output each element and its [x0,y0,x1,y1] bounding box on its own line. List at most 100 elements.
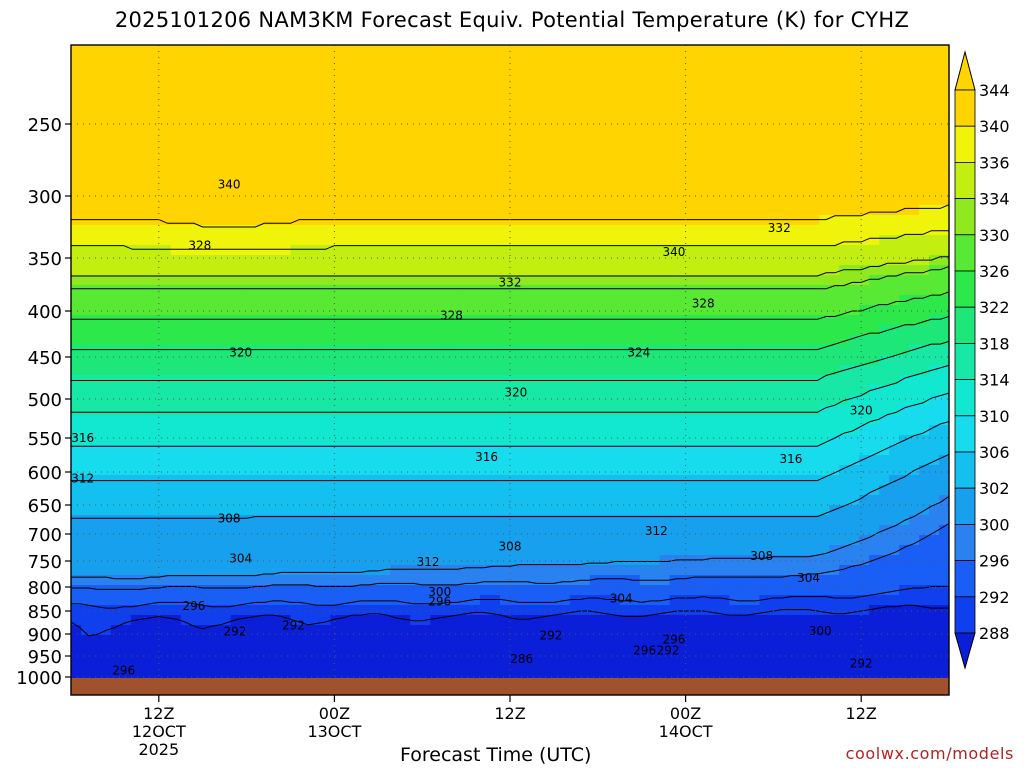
contour-label-text: 316 [475,450,498,464]
contour-label: 304 [797,571,820,585]
contour-label-text: 320 [504,385,527,399]
contour-label: 308 [750,549,773,563]
contour-label: 292 [223,625,246,639]
contour-label: 296 [662,633,685,647]
contour-label: 324 [627,345,650,359]
contour-label-text: 300 [809,624,832,638]
colorbar-label: 318 [979,334,1010,353]
colorbar-label: 336 [979,153,1010,172]
colorbar-swatch [954,198,976,236]
contour-label-text: 296 [662,633,685,647]
grid-lines [71,45,949,695]
y-tick-label: 1000 [16,668,62,689]
contour-lines [71,204,949,637]
contour-label: 292 [282,619,305,633]
x-tick-label: 12Z [143,704,174,723]
colorbar-top-arrow [954,50,976,91]
colorbar-label: 314 [979,371,1010,390]
contour-label-text: 328 [440,309,463,323]
colorbar-label: 330 [979,226,1010,245]
colorbar-swatch [954,415,976,453]
x-tick-date: 13OCT [307,722,361,741]
contour-label-text: 292 [540,628,563,642]
colorbar-swatch [954,161,976,199]
colorbar-swatch [954,342,976,380]
contour-label-text: 308 [499,539,522,553]
contour-line [71,256,949,277]
contour-label: 292 [850,657,873,671]
contour-label: 296 [182,599,205,613]
contour-label-text: 286 [510,652,533,666]
colorbar-label: 288 [979,624,1010,643]
y-tick-label: 750 [28,552,62,573]
contour-label-text: 300 [428,585,451,599]
y-axis: 2503003504004505005506006507007508008509… [16,115,71,689]
colorbar-label: 340 [979,117,1010,136]
contour-label: 320 [850,404,873,418]
chart-title: 2025101206 NAM3KM Forecast Equiv. Potent… [114,8,910,32]
colorbar-label: 334 [979,190,1010,209]
contour-label-text: 304 [229,551,252,565]
contour-label-text: 304 [610,592,633,606]
colorbar-swatch [954,451,976,489]
contour-label-text: 304 [797,571,820,585]
colorbar-swatch [954,596,976,634]
contour-line [71,340,949,381]
contour-label-text: 328 [188,239,211,253]
contour-label-text: 332 [499,275,522,289]
contour-label: 296 [112,664,135,678]
y-tick-label: 350 [28,249,62,270]
contour-label-text: 312 [417,555,440,569]
contour-label: 316 [780,452,803,466]
contour-label-text: 332 [768,221,791,235]
contour-label: 292 [657,643,680,657]
contour-label-text: 292 [282,619,305,633]
contour-label: 328 [692,297,715,311]
contour-label: 316 [71,431,94,445]
contour-line [71,392,949,447]
colorbar-swatch [954,234,976,272]
y-tick-label: 650 [28,496,62,517]
colorbar-label: 310 [979,407,1010,426]
colorbar-label: 292 [979,588,1010,607]
y-tick-label: 300 [28,187,62,208]
contour-label: 328 [188,239,211,253]
contour-label-text: 296 [428,594,451,608]
contour-label-text: 324 [627,345,650,359]
contour-label-text: 340 [218,177,241,191]
contour-line [71,291,949,320]
colorbar-swatch [954,125,976,163]
contour-label-text: 296 [112,664,135,678]
contour-line [71,230,949,250]
contour-label: 320 [504,385,527,399]
y-tick-label: 250 [28,115,62,136]
contour-label: 286 [510,652,533,666]
contour-line [71,604,949,637]
contour-label: 328 [440,309,463,323]
y-tick-label: 500 [28,390,62,411]
colorbar-swatch [954,487,976,525]
colorbar-label: 296 [979,552,1010,571]
y-tick-label: 600 [28,463,62,484]
contour-label-text: 320 [229,345,252,359]
filled-contour-bands [71,45,949,695]
colorbar: 344 340 336 334 330 326 322 318 314 310 306 302 300 2… [954,50,1010,670]
contour-line [71,364,949,413]
contour-label: 296 [633,643,656,657]
x-tick-date: 12OCT [132,722,186,741]
contour-label: 304 [229,551,252,565]
contour-label: 312 [71,472,94,486]
contour-label-text: 308 [218,511,241,525]
colorbar-label: 344 [979,81,1010,100]
x-tick-label: 12Z [846,704,877,723]
contour-label: 340 [662,245,685,259]
y-tick-label: 550 [28,429,62,450]
x-axis-label: Forecast Time (UTC) [400,744,592,766]
contour-line [71,266,949,290]
y-tick-label: 950 [28,647,62,668]
colorbar-label: 300 [979,515,1010,534]
contour-label: 340 [218,177,241,191]
colorbar-swatch [954,560,976,598]
contour-label-text: 296 [633,643,656,657]
